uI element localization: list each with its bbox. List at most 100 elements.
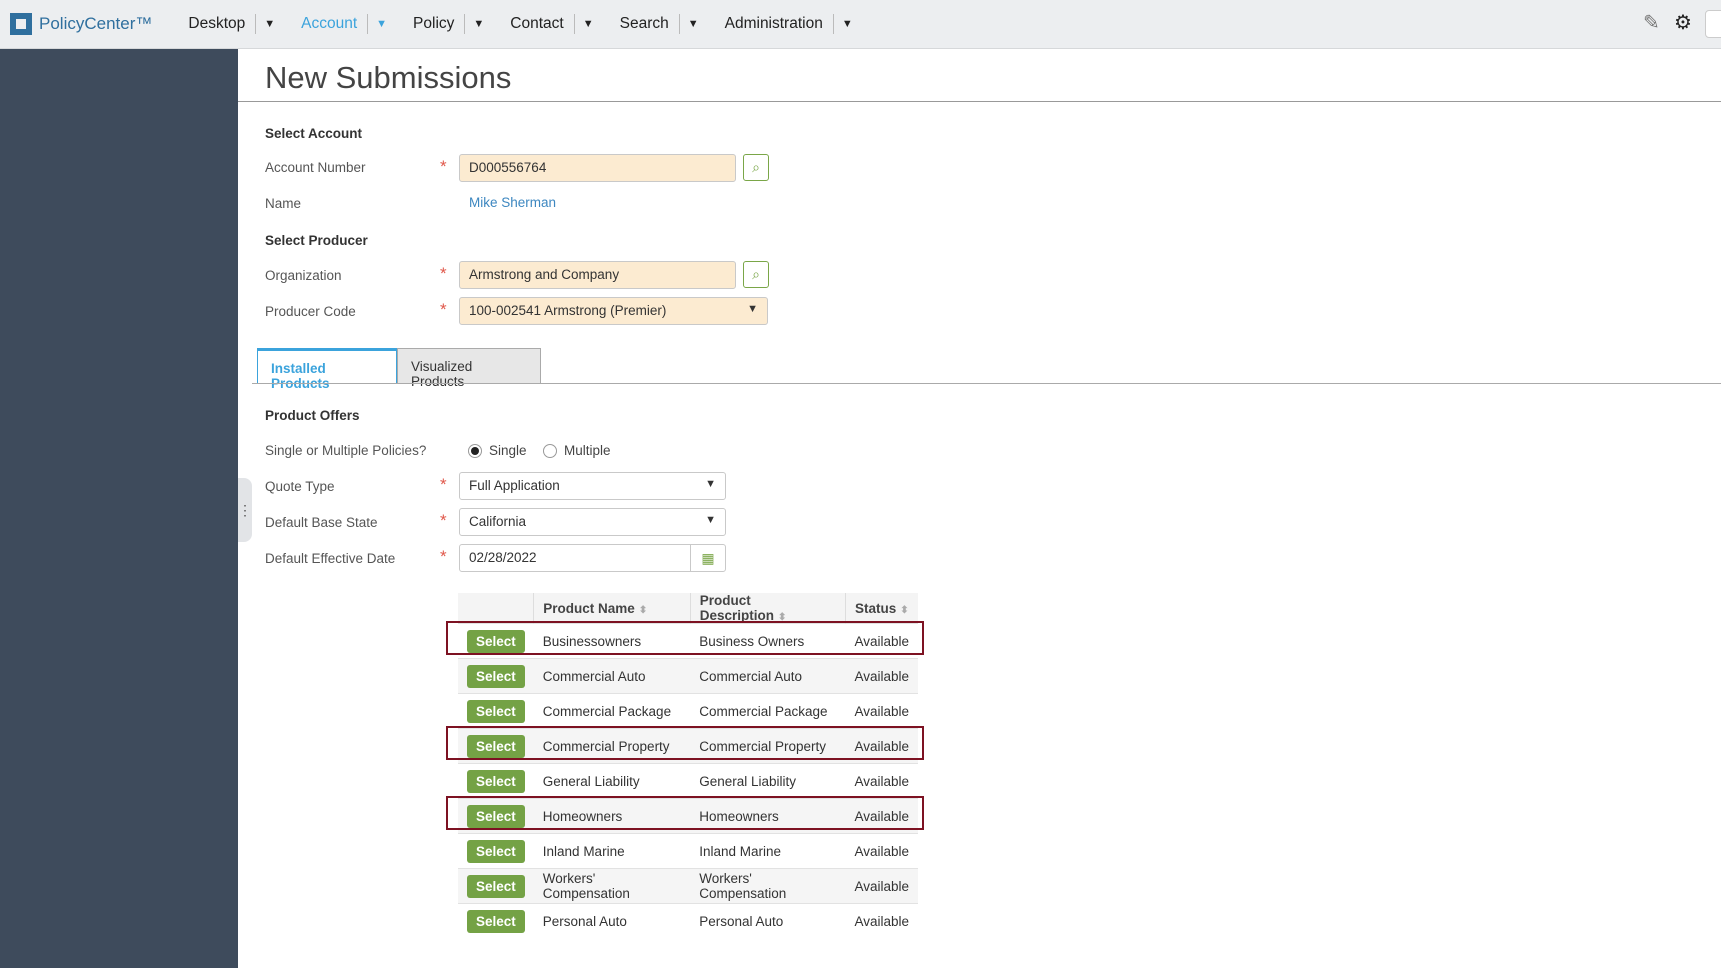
producer-code-select[interactable]: 100-002541 Armstrong (Premier) ▼ — [459, 297, 768, 325]
nav-administration-dropdown-icon[interactable]: ▼ — [841, 18, 853, 30]
nav-divider — [678, 14, 680, 34]
sort-icon: ⬍ — [638, 604, 648, 616]
sidebar-collapse-handle[interactable]: ⋮ — [238, 478, 252, 542]
status-cell: Available — [845, 868, 918, 904]
tab-visualized-products[interactable]: Visualized Products — [397, 348, 541, 389]
effective-date-value: 02/28/2022 — [469, 550, 537, 565]
nav-desktop-dropdown-icon[interactable]: ▼ — [264, 18, 276, 30]
table-header-row: Product Name ⬍ Product Description ⬍ Statu… — [458, 593, 918, 624]
product-name-cell: Commercial Property — [533, 728, 691, 764]
select-cell: Select — [458, 658, 534, 694]
tab-installed-products[interactable]: Installed Products — [257, 348, 397, 391]
select-product-button[interactable]: Select — [467, 909, 525, 933]
status-cell: Available — [845, 693, 918, 729]
search-box[interactable] — [1705, 10, 1721, 38]
tab-divider — [252, 383, 1721, 384]
multiple-label: Multiple — [564, 443, 611, 458]
nav-divider — [832, 14, 834, 34]
chevron-down-icon: ▼ — [705, 514, 716, 526]
gear-icon[interactable]: ⚙ — [1674, 12, 1692, 34]
select-cell: Select — [458, 798, 534, 834]
logo[interactable]: PolicyCenter™ — [10, 13, 152, 35]
product-name-cell: Workers' Compensation — [533, 868, 691, 904]
select-producer-heading: Select Producer — [265, 233, 368, 248]
calendar-icon[interactable]: ▦ — [690, 545, 725, 571]
multiple-radio[interactable]: Multiple — [543, 443, 611, 458]
product-name-cell: Commercial Package — [533, 693, 691, 729]
sidebar — [0, 49, 238, 968]
name-label: Name — [265, 196, 302, 211]
select-cell: Select — [458, 833, 534, 869]
product-offers-table: Product Name ⬍ Product Description ⬍ Statu… — [458, 593, 918, 939]
header-label: Product Description — [699, 593, 774, 623]
select-account-heading: Select Account — [265, 126, 363, 141]
status-cell: Available — [845, 728, 918, 764]
select-cell: Select — [458, 763, 534, 799]
nav-search-dropdown-icon[interactable]: ▼ — [687, 18, 699, 30]
product-description-cell: Workers' Compensation — [690, 868, 846, 904]
select-cell: Select — [458, 903, 534, 939]
edit-icon[interactable]: ✎ — [1643, 12, 1660, 34]
nav-desktop[interactable]: Desktop — [188, 15, 246, 32]
status-cell: Available — [845, 658, 918, 694]
nav-administration[interactable]: Administration — [724, 15, 823, 32]
base-state-label: Default Base State — [265, 515, 378, 530]
product-description-cell: Commercial Property — [690, 728, 846, 764]
product-description-cell: Commercial Auto — [690, 658, 846, 694]
producer-code-label: Producer Code — [265, 304, 356, 319]
effective-date-label: Default Effective Date — [265, 551, 396, 566]
select-product-button[interactable]: Select — [467, 804, 525, 828]
base-state-select[interactable]: California ▼ — [459, 508, 726, 536]
title-divider — [238, 101, 1721, 102]
organization-input[interactable]: Armstrong and Company — [459, 261, 736, 289]
chevron-down-icon: ▼ — [705, 478, 716, 490]
page-title: New Submissions — [265, 60, 512, 95]
nav-account-dropdown-icon[interactable]: ▼ — [376, 18, 388, 30]
quote-type-select[interactable]: Full Application ▼ — [459, 472, 726, 500]
status-header[interactable]: Status ⬍ — [844, 593, 918, 624]
nav-policy[interactable]: Policy — [413, 15, 455, 32]
account-name-link[interactable]: Mike Sherman — [469, 195, 557, 210]
nav-contact[interactable]: Contact — [510, 15, 564, 32]
table-row: Select Commercial Property Commercial Prop… — [458, 728, 918, 764]
single-label: Single — [489, 443, 527, 458]
effective-date-input[interactable]: 02/28/2022 ▦ — [459, 544, 726, 572]
base-state-value: California — [469, 514, 527, 529]
select-product-button[interactable]: Select — [467, 839, 525, 863]
product-description-header[interactable]: Product Description ⬍ — [689, 593, 846, 624]
nav-search[interactable]: Search — [619, 15, 669, 32]
select-product-button[interactable]: Select — [467, 874, 525, 898]
single-radio[interactable]: Single — [468, 443, 527, 458]
select-product-button[interactable]: Select — [467, 769, 525, 793]
product-description-cell: General Liability — [690, 763, 846, 799]
product-name-cell: Commercial Auto — [533, 658, 691, 694]
nav-divider — [573, 14, 575, 34]
select-product-button[interactable]: Select — [467, 629, 525, 653]
account-number-input[interactable]: D000556764 — [459, 154, 736, 182]
select-product-button[interactable]: Select — [467, 664, 525, 688]
nav-contact-dropdown-icon[interactable]: ▼ — [582, 18, 594, 30]
quote-type-label: Quote Type — [265, 479, 335, 494]
required-icon: * — [440, 157, 447, 176]
nav-policy-dropdown-icon[interactable]: ▼ — [473, 18, 485, 30]
table-row: Select Workers' Compensation Workers' Comp… — [458, 868, 918, 904]
search-icon: ⌕ — [752, 159, 760, 175]
select-cell: Select — [458, 728, 534, 764]
select-product-button[interactable]: Select — [467, 699, 525, 723]
table-row: Select Personal Auto Personal Auto Availabl… — [458, 903, 918, 939]
nav-divider — [367, 14, 369, 34]
product-name-cell: General Liability — [533, 763, 691, 799]
status-cell: Available — [845, 833, 918, 869]
organization-label: Organization — [265, 268, 342, 283]
nav-account[interactable]: Account — [301, 15, 358, 32]
product-description-cell: Commercial Package — [690, 693, 846, 729]
required-icon: * — [440, 547, 447, 566]
select-product-button[interactable]: Select — [467, 734, 525, 758]
status-cell: Available — [845, 623, 918, 659]
account-search-button[interactable]: ⌕ — [743, 154, 769, 181]
product-name-header[interactable]: Product Name ⬍ — [533, 593, 691, 624]
table-row: Select Inland Marine Inland Marine Availabl… — [458, 833, 918, 869]
main-nav: Desktop ▼ Account ▼ Policy ▼ Contact ▼ Search ▼ Ad… — [174, 0, 864, 49]
sort-icon: ⬍ — [900, 604, 909, 616]
organization-search-button[interactable]: ⌕ — [743, 261, 769, 288]
